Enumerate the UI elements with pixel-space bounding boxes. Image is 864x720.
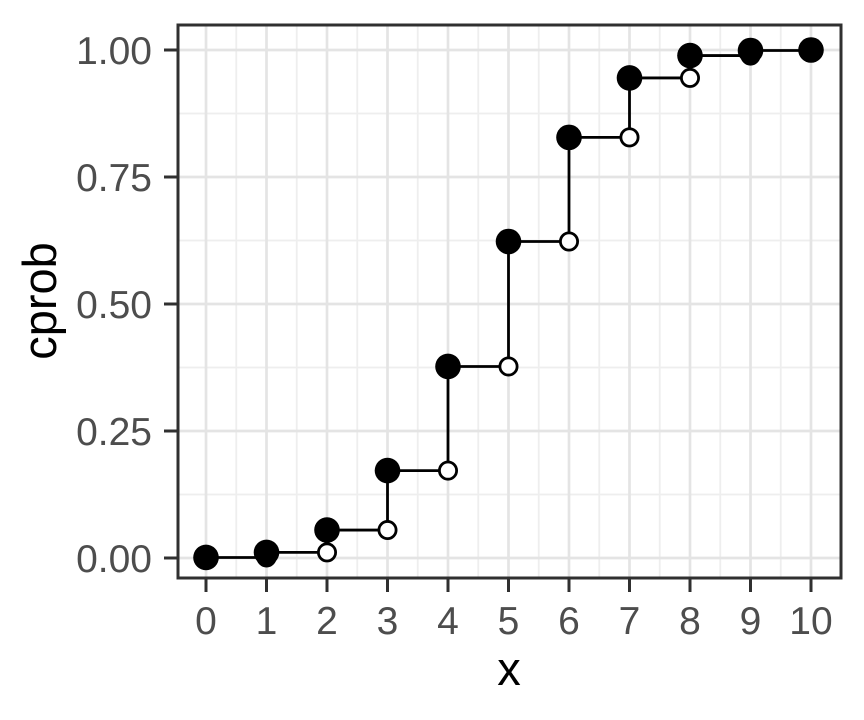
open-point-marker [498, 356, 519, 377]
open-points [256, 40, 821, 568]
filled-point-marker [616, 65, 643, 91]
x-tick-label: 1 [256, 600, 278, 643]
y-tick-labels: 0.00 0.25 0.50 0.75 1.00 [76, 30, 152, 581]
y-tick-label: 0.25 [76, 411, 152, 454]
open-point-marker [317, 542, 338, 563]
filled-point-marker [495, 228, 522, 255]
x-tick-label: 8 [679, 600, 701, 643]
filled-point-marker [737, 37, 764, 64]
x-tick-label: 9 [740, 600, 762, 643]
open-point-marker [679, 67, 700, 88]
x-tick-label: 6 [558, 600, 580, 643]
x-tick-label: 0 [195, 600, 217, 643]
y-tick-label: 0.50 [76, 284, 152, 327]
filled-point-marker [798, 37, 824, 63]
open-point-marker [559, 231, 580, 252]
x-tick-label: 10 [789, 600, 832, 643]
filled-point-marker [435, 353, 461, 380]
x-tick-label: 3 [377, 600, 399, 643]
y-tick-label: 0.00 [76, 538, 152, 581]
filled-point-marker [556, 124, 582, 151]
filled-point-marker [677, 42, 703, 69]
y-tick-label: 1.00 [76, 30, 152, 73]
filled-points [193, 37, 824, 571]
filled-point-marker [193, 544, 219, 571]
x-tick-label: 2 [316, 600, 338, 643]
chart-layers: 0 1 2 3 4 5 6 7 8 9 10 0.00 0.25 0.50 0.75 1.00 [76, 23, 843, 643]
filled-point-marker [314, 517, 340, 543]
open-point-marker [619, 127, 640, 148]
y-axis-title: cprob [13, 242, 66, 360]
x-tick-label: 7 [619, 600, 641, 643]
y-tick-label: 0.75 [76, 157, 152, 200]
filled-point-marker [374, 457, 401, 484]
x-tick-label: 5 [498, 600, 520, 643]
x-tick-label: 4 [437, 600, 459, 643]
x-tick-labels: 0 1 2 3 4 5 6 7 8 9 10 [195, 600, 833, 643]
axis-ticks [164, 48, 813, 592]
x-axis-title: x [497, 642, 521, 695]
open-point-marker [438, 460, 459, 481]
filled-point-marker [253, 539, 280, 566]
open-point-marker [377, 520, 398, 541]
